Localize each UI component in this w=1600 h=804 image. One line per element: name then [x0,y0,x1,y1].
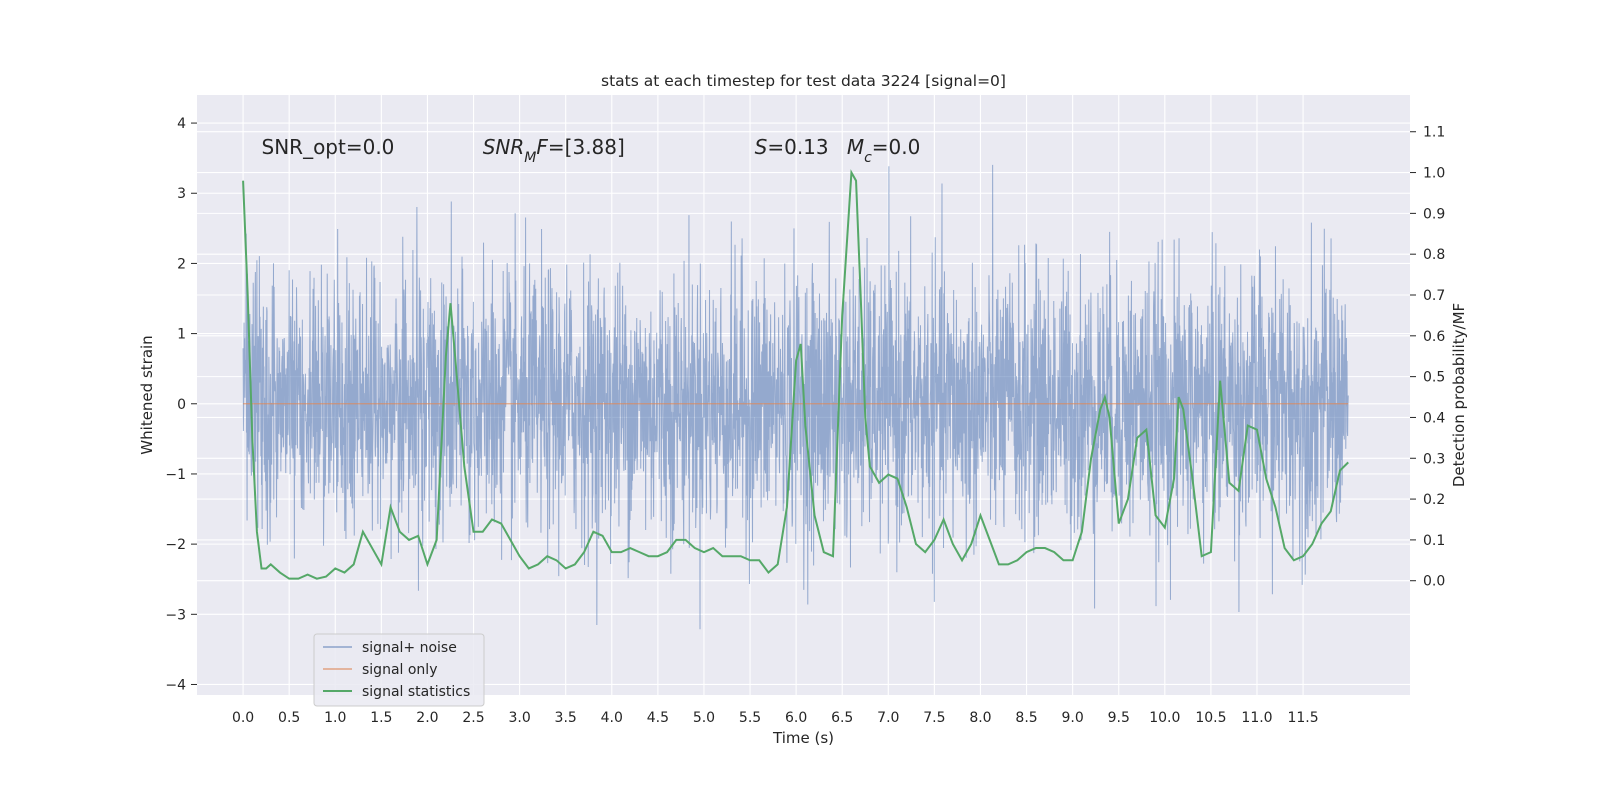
annotation-text: Mc=0.0 [847,135,921,166]
y-tick-label: 0 [177,397,186,413]
y-tick-label: −2 [165,537,186,553]
x-tick-label: 8.0 [969,710,991,726]
y-tick-label: 2 [177,256,186,272]
y2-tick-label: 0.8 [1423,247,1445,263]
legend-label: signal+ noise [362,640,457,656]
y-tick-label: −4 [165,677,186,693]
x-tick-label: 9.5 [1108,710,1130,726]
x-tick-label: 6.0 [785,710,807,726]
x-tick-label: 6.5 [831,710,853,726]
y2-tick-label: 0.7 [1423,288,1445,304]
x-tick-label: 4.5 [647,710,669,726]
x-tick-label: 0.5 [278,710,300,726]
x-tick-label: 2.0 [416,710,438,726]
x-tick-label: 9.0 [1062,710,1084,726]
x-tick-label: 4.0 [601,710,623,726]
x-tick-label: 8.5 [1015,710,1037,726]
x-tick-label: 10.5 [1195,710,1226,726]
axes-layer: 0.0 0.5 1.0 1.5 2.0 2.5 3.0 3.5 4.0 4.5 5.0 5.5 6.0 6… [165,116,1445,726]
series-signal-noise-line [242,164,1349,630]
y2-tick-label: 0.9 [1423,206,1445,222]
y2-tick-label: 0.4 [1423,410,1445,426]
plot-series-layer [242,164,1349,630]
y2-tick-label: 0.2 [1423,492,1445,508]
y-tick-label: −1 [165,467,186,483]
y2-tick-label: 0.5 [1423,370,1445,386]
x-tick-label: 2.5 [462,710,484,726]
x-tick-label: 1.5 [370,710,392,726]
x-tick-label: 10.0 [1149,710,1180,726]
x-tick-label: 7.5 [923,710,945,726]
y-tick-label: 4 [177,116,186,132]
y-tick-label: −3 [165,607,186,623]
x-tick-label: 1.0 [324,710,346,726]
y2-tick-label: 0.1 [1423,533,1445,549]
series-signal-statistics-line [242,169,1349,580]
y2-axis-label: Detection probability/MF [1450,303,1468,487]
x-axis-label: Time (s) [772,729,834,747]
annotation-text: S=0.13 [755,135,829,159]
y-axis-label: Whitened strain [138,335,156,454]
chart-title: stats at each timestep for test data 322… [601,72,1006,90]
y-tick-label: 3 [177,186,186,202]
x-tick-label: 3.5 [555,710,577,726]
x-tick-label: 5.5 [739,710,761,726]
annotation-text: SNRMF=[3.88] [483,135,625,166]
legend-box [313,633,485,707]
legend-label: signal only [362,662,437,678]
y2-tick-label: 0.3 [1423,451,1445,467]
x-tick-label: 11.0 [1241,710,1272,726]
x-tick-label: 0.0 [232,710,254,726]
annotation-text: SNR_opt=0.0 [262,135,395,159]
x-tick-label: 3.0 [508,710,530,726]
y-tick-label: 1 [177,327,186,343]
x-tick-label: 11.5 [1287,710,1318,726]
y2-tick-label: 0.6 [1423,329,1445,345]
legend-label: signal statistics [362,684,470,700]
x-tick-label: 7.0 [877,710,899,726]
y2-tick-label: 1.0 [1423,166,1445,182]
x-tick-label: 5.0 [693,710,715,726]
y2-tick-label: 1.1 [1423,125,1445,141]
legend: signal+ noise signal only signal statistic… [313,633,485,707]
y2-tick-label: 0.0 [1423,574,1445,590]
annotation-layer: SNR_opt=0.0 SNRMF=[3.88] S=0.13 Mc=0.0 [262,135,921,166]
